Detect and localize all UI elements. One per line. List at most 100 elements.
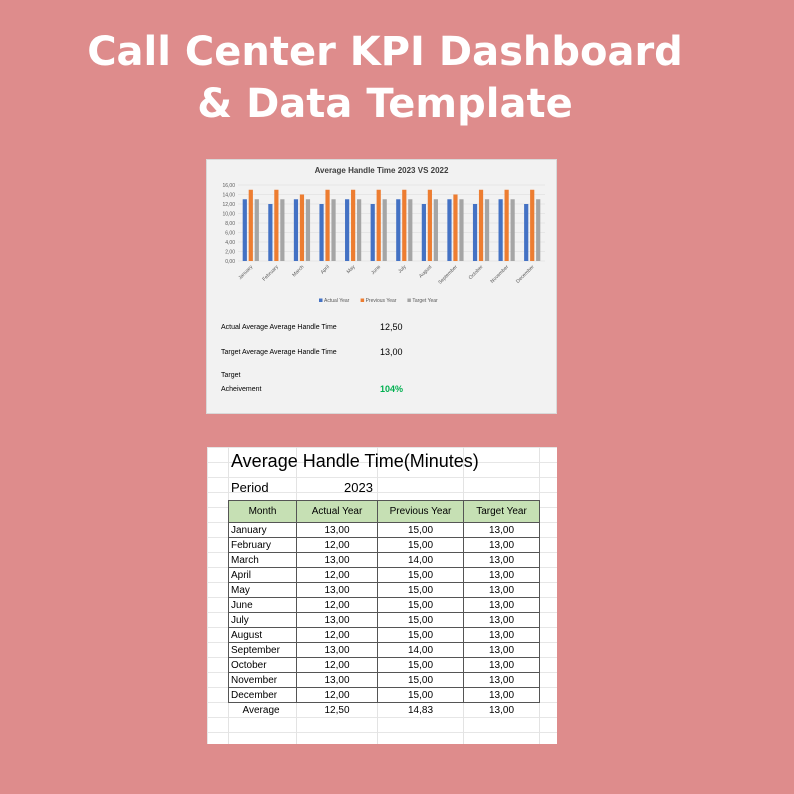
average-label: Average [242,704,280,716]
actual-year-cell: 12,00 [296,687,378,703]
legend-label: Target Year [412,298,438,304]
achievement-value: 104% [380,384,404,394]
month-cell: October [228,657,297,673]
table-row: February 12,00 15,00 13,00 [228,537,540,553]
month-cell: December [228,687,297,703]
target-year-cell: 13,00 [463,672,540,688]
bar-previous-year [478,189,484,261]
month-cell: January [228,522,297,538]
x-tick-label: July [397,264,408,275]
table-row: December 12,00 15,00 13,00 [228,687,540,703]
bar-actual-year [498,199,503,261]
target-year-cell: 13,00 [463,522,540,538]
actual-year-cell: 13,00 [296,552,378,568]
actual-year-cell: 13,00 [296,522,378,538]
column-header-month: Month [228,500,297,523]
month-cell: June [228,597,297,613]
target-year-cell: 13,00 [463,627,540,643]
table-row: June 12,00 15,00 13,00 [228,597,540,613]
average-actual: 12,50 [324,704,350,716]
bar-previous-year [351,189,356,261]
target-year-cell: 13,00 [463,657,540,673]
target-year-cell: 13,00 [463,537,540,553]
x-tick-label: March [291,264,305,278]
bar-target-year [382,199,387,261]
period-value: 2023 [344,480,373,495]
bar-previous-year [274,189,279,261]
column-header-target-year: Target Year [463,500,540,523]
previous-year-cell: 15,00 [377,567,464,583]
target-year-cell: 13,00 [463,597,540,613]
column-header-previous-year: Previous Year [377,500,464,523]
x-tick-label: January [237,264,254,281]
month-cell: November [228,672,297,688]
table-row: September 13,00 14,00 13,00 [228,642,540,658]
bar-target-year [331,199,336,261]
legend-label: Actual Year [324,298,350,304]
legend-swatch [360,298,365,302]
target-year-cell: 13,00 [463,612,540,628]
bar-previous-year [427,189,432,261]
y-tick-label: 0,00 [225,259,235,265]
actual-year-cell: 13,00 [296,612,378,628]
bar-target-year [510,199,515,261]
y-tick-label: 4,00 [225,240,235,246]
actual-year-cell: 12,00 [296,567,378,583]
spreadsheet-panel: Average Handle Time(Minutes) Period 2023… [207,447,557,744]
previous-year-cell: 15,00 [377,672,464,688]
bar-actual-year [370,204,375,261]
y-tick-label: 6,00 [225,231,235,237]
table-row: March 13,00 14,00 13,00 [228,552,540,568]
target-aht-label: Target Average Average Handle Time [221,349,337,356]
average-row: Average 12,50 14,83 13,00 [229,703,540,718]
target-year-cell: 13,00 [463,552,540,568]
bar-actual-year [524,204,529,261]
x-tick-label: December [515,264,536,285]
bar-actual-year [472,204,478,261]
x-tick-label: April [320,264,331,275]
target-year-cell: 13,00 [463,567,540,583]
achievement-label-1: Target [221,372,241,379]
previous-year-cell: 14,00 [377,642,464,658]
x-tick-label: October [468,264,485,281]
bar-previous-year [299,194,305,261]
actual-year-cell: 12,00 [296,537,378,553]
y-tick-label: 16,00 [222,183,235,189]
y-tick-label: 12,00 [222,202,235,208]
aht-table: Month Actual Year Previous Year Target Y… [228,500,540,717]
actual-year-cell: 12,00 [296,597,378,613]
month-cell: April [228,567,297,583]
headline-line-1: Call Center KPI Dashboard [87,29,683,75]
x-tick-label: February [261,264,280,283]
month-cell: March [228,552,297,568]
target-year-cell: 13,00 [463,642,540,658]
bar-target-year [357,199,362,261]
bar-previous-year [530,189,535,261]
y-tick-label: 8,00 [225,221,235,227]
bar-actual-year [293,199,299,261]
previous-year-cell: 14,00 [377,552,464,568]
x-tick-label: August [418,264,434,280]
month-cell: May [228,582,297,598]
bar-previous-year [325,189,330,261]
previous-year-cell: 15,00 [377,522,464,538]
chart-panel: Average Handle Time 2023 VS 2022 0,00 2,0… [206,159,557,414]
month-cell: February [228,537,297,553]
bar-previous-year [402,189,407,261]
bar-target-year [536,199,541,261]
previous-year-cell: 15,00 [377,627,464,643]
previous-year-cell: 15,00 [377,582,464,598]
y-tick-label: 14,00 [222,193,235,199]
x-tick-label: September [437,264,459,286]
column-header-actual-year: Actual Year [296,500,378,523]
previous-year-cell: 15,00 [377,657,464,673]
bar-chart: 0,00 2,00 4,00 6,00 8,00 10,00 12,00 14,00 16,00… [222,183,545,304]
actual-aht-value: 12,50 [380,322,403,332]
previous-year-cell: 15,00 [377,597,464,613]
bar-target-year [254,199,259,261]
actual-year-cell: 12,00 [296,627,378,643]
bar-actual-year [447,199,452,261]
chart-title: Average Handle Time 2023 VS 2022 [314,166,449,175]
table-row: January 13,00 15,00 13,00 [228,522,540,538]
table-header-row: Month Actual Year Previous Year Target Y… [228,500,540,523]
